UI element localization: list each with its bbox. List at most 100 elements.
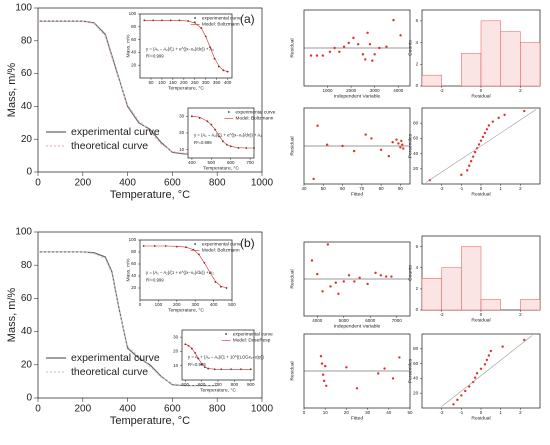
data-point [324,364,327,368]
data-point [309,54,313,57]
data-point [312,177,315,181]
series-line [191,116,254,149]
x-tick-label: 0 [480,88,483,93]
y-tick-label: 100 [15,227,32,238]
x-tick-label: 600 [227,160,235,165]
data-point [402,147,405,150]
data-point [397,142,400,145]
data-point [355,387,359,390]
y-tick-label: 60 [413,361,419,366]
data-point [503,113,506,117]
y-tick-label: 100 [129,11,137,16]
x-tick-label: 30 [365,410,371,415]
histogram-bar [480,299,501,311]
x-tick-label: 2 [519,88,522,93]
y-axis-label: Counts [408,265,414,281]
data-point [468,164,471,167]
legend-label: Model: Boltzmann [202,248,240,254]
data-point [316,124,319,127]
x-tick-label: 700 [214,382,222,387]
data-point [473,376,477,379]
series-line [185,344,251,370]
data-point [347,41,350,45]
y-tick-label: 10 [179,147,185,152]
x-tick-label: 6000 [365,318,376,323]
legend-label: experimental curve [202,241,242,247]
data-point [310,259,314,262]
x-axis-label: Temperature, °C [203,166,239,172]
x-axis-label: Residual [471,416,490,422]
plot-frame [187,107,255,159]
data-point [485,358,489,362]
x-tick-label: 800 [231,382,239,387]
x-tick-label: -1 [459,410,463,415]
x-axis-label: Temperature, °C [110,189,190,201]
x-tick-label: -1 [459,186,463,191]
x-tick-label: 0 [480,312,483,317]
x-tick-label: 60 [340,186,346,191]
y-tick-label: 60 [413,136,419,141]
equation: R²=0.999 [146,54,164,59]
y-tick-label: 20 [21,134,33,145]
histogram-bar [461,246,482,311]
histogram-bar [480,20,501,87]
data-point [352,149,356,153]
data-point [391,377,395,380]
data-point [398,356,401,359]
y-tick-label: 4 [416,40,419,45]
y-tick-label: 80 [413,120,419,125]
x-tick-label: 400 [119,404,136,415]
x-axis-label: Temperature, °C [168,86,204,92]
x-tick-label: 800 [209,178,226,189]
legend-swatch [225,333,228,335]
y-axis-label: Percentiles [408,133,414,158]
y-tick-label: 0 [26,167,32,178]
x-tick-label: 5000 [339,318,350,323]
equation: R²=0.999 [188,362,206,367]
histogram-bar [441,267,462,311]
data-point [361,53,365,56]
data-point [489,349,493,353]
y-tick-label: 0 [26,393,32,404]
x-tick-label: 50 [148,80,154,85]
plot-frame [181,329,255,381]
x-tick-label: 400 [224,80,232,85]
x-tick-label: 40 [386,410,392,415]
series-line [144,20,228,72]
data-point [342,45,346,48]
x-axis-label: Residual [471,192,490,198]
data-point [384,275,388,278]
x-tick-label: 4000 [393,88,404,93]
y-tick-label: 80 [131,24,137,29]
x-tick-label: 200 [74,404,91,415]
data-point [399,146,402,149]
x-tick-label: 400 [188,160,196,165]
data-point [383,367,386,370]
legend-label: experimental curve [202,15,242,21]
data-point [249,368,252,371]
y-axis-label: Mass, m/% [6,288,18,343]
data-point [460,173,463,177]
panel: -2 0 2 0 2 4 6 Residual Counts [408,235,541,324]
panel-label: (a) [240,12,255,26]
x-axis-label: Temperature, °C [200,388,236,394]
x-tick-label: 20 [344,410,350,415]
x-axis-label: Residual [471,318,490,324]
plot-frame [421,333,541,409]
legend-label: experimental curve [71,126,160,138]
data-point [401,143,404,146]
equation: y = (A₁ − A₂)/(1 + e^((x−x₀)/dx)) + A₂ [146,46,214,51]
x-tick-label: 0 [480,410,483,415]
panel: 1000 2000 3000 4000 Independent Variable Resi… [290,9,411,100]
data-point [341,144,344,148]
data-point [364,133,367,136]
x-tick-label: 500 [208,160,216,165]
y-tick-label: 40 [21,326,33,337]
series-line [143,245,227,289]
series-line [38,20,206,155]
legend-label: Model: Boltzmann [236,116,274,122]
legend-label: theoretical curve [71,140,148,152]
x-tick-label: 1 [499,186,502,191]
x-tick-label: 2 [519,186,522,191]
panel: 40 50 60 70 80 90 Fitted Residual [290,107,411,198]
